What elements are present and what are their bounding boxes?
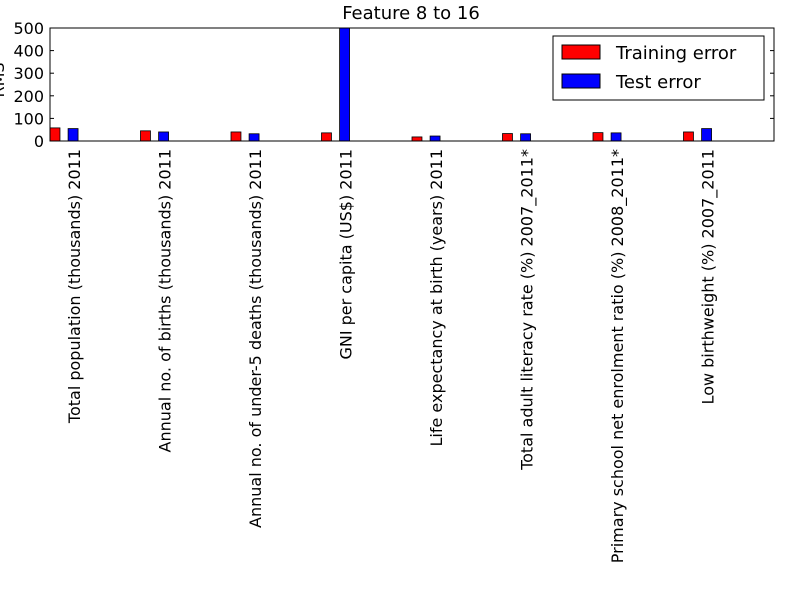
bar-test-7 xyxy=(701,128,712,142)
bar-training-5 xyxy=(502,133,513,142)
bar-training-2 xyxy=(230,131,242,142)
x-tick-label: Primary school net enrolment ratio (%) 2… xyxy=(608,149,628,563)
bar-test-2 xyxy=(248,133,260,142)
y-axis-ticks: 0 100 200 300 400 500 xyxy=(13,19,774,151)
bar-training-6 xyxy=(592,132,604,142)
x-tick-label: Low birthweight (%) 2007_2011 xyxy=(699,149,719,404)
bar-training-4 xyxy=(411,136,423,142)
x-tick-label: Annual no. of births (thousands) 2011 xyxy=(156,149,175,452)
bar-test-3 xyxy=(339,27,350,142)
x-tick-label: Life expectancy at birth (years) 2011 xyxy=(427,149,446,446)
y-tick-label: 0 xyxy=(34,132,44,151)
legend-label-training: Training error xyxy=(615,43,737,64)
chart-title: Feature 8 to 16 xyxy=(342,3,480,24)
x-axis-tick-labels: Total population (thousands) 2011 Annual … xyxy=(65,149,719,563)
y-axis-label: RMS xyxy=(0,62,8,97)
bar-training-0 xyxy=(49,127,61,142)
bar-test-1 xyxy=(158,131,169,142)
x-tick-label: Total population (thousands) 2011 xyxy=(65,149,84,424)
plot-frame xyxy=(49,27,775,142)
y-tick-label: 500 xyxy=(13,19,44,38)
y-tick-label: 300 xyxy=(13,64,44,83)
bar-training-3 xyxy=(321,132,332,142)
y-tick-label: 100 xyxy=(13,109,44,128)
legend-label-test: Test error xyxy=(615,72,701,93)
y-tick-label: 400 xyxy=(13,42,44,61)
y-tick-label: 200 xyxy=(13,87,44,106)
x-tick-label: Total adult literacy rate (%) 2007_2011* xyxy=(518,149,538,471)
x-tick-label: Annual no. of under-5 deaths (thousands)… xyxy=(246,149,265,528)
bar-test-6 xyxy=(610,132,622,142)
bar-training-7 xyxy=(683,131,694,142)
legend: Training error Test error xyxy=(552,35,765,101)
bar-test-5 xyxy=(520,133,531,142)
bar-training-1 xyxy=(140,130,151,142)
x-tick-label: GNI per capita (US$) 2011 xyxy=(337,149,356,360)
bar-test-0 xyxy=(67,128,79,142)
legend-swatch-training xyxy=(561,44,601,60)
legend-swatch-test xyxy=(561,73,601,89)
bar-test-4 xyxy=(429,135,441,142)
bars-layer xyxy=(49,27,712,142)
